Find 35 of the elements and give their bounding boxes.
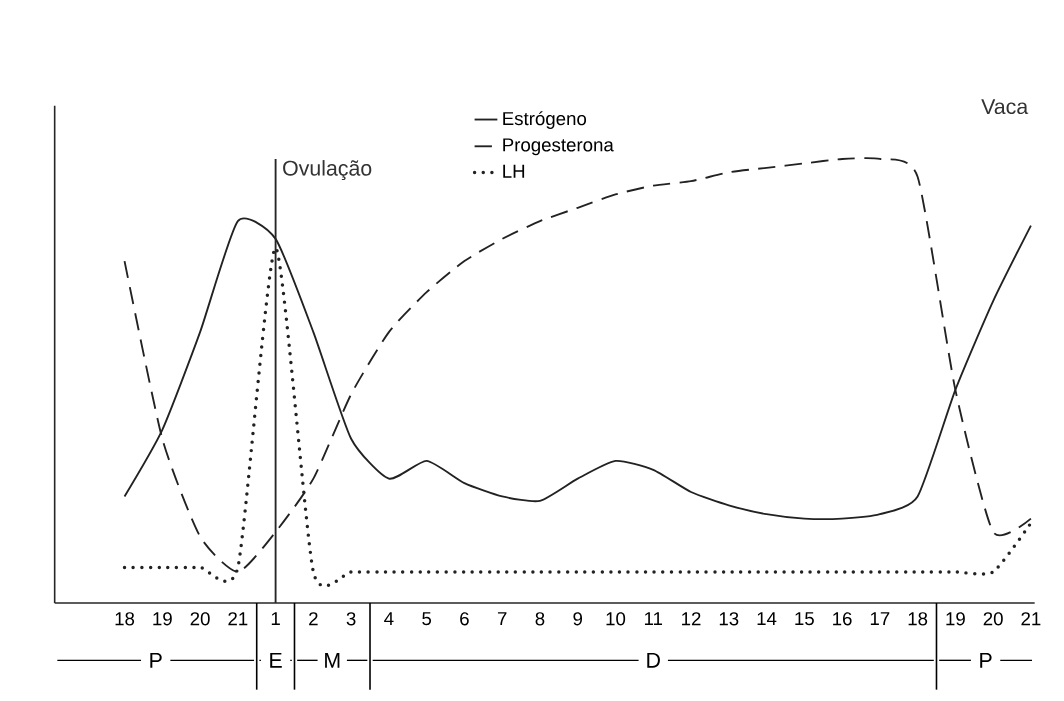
x-tick-label: 19 [153, 612, 172, 626]
x-tick-label: 18 [115, 612, 135, 626]
x-tick-label: 10 [606, 612, 626, 626]
x-tick-label: 14 [757, 612, 777, 625]
x-tick-label: 4 [384, 612, 394, 625]
text: D [647, 652, 660, 668]
x-tick-label: 9 [573, 612, 583, 626]
legend-label: Progesterona [503, 138, 614, 156]
x-tick-label: 3 [346, 612, 356, 626]
x-tick-label: 20 [190, 612, 210, 626]
x-tick-label: 21 [1021, 612, 1041, 626]
x-tick-label: 2 [309, 612, 318, 626]
text: M [325, 652, 340, 668]
x-tick-label: 1 [271, 612, 280, 625]
x-tick-label: 11 [644, 612, 663, 625]
x-tick-label: 5 [422, 612, 432, 626]
x-tick-label: 16 [833, 612, 852, 626]
x-tick-label: 20 [983, 612, 1003, 626]
ref-line-label: Ovulação [283, 160, 372, 181]
text: E [270, 652, 282, 668]
x-tick-label: 12 [682, 612, 701, 626]
x-tick-label: 13 [719, 612, 739, 626]
x-tick-label: 17 [870, 612, 890, 625]
legend-label: Estrógeno [503, 111, 587, 129]
text: P [150, 652, 162, 668]
legend-label: LH [503, 164, 525, 178]
x-tick-label: 19 [946, 612, 965, 626]
x-tick-label: 7 [497, 612, 507, 625]
text: P [980, 652, 992, 668]
x-tick-label: 15 [795, 612, 814, 626]
x-tick-label: 18 [908, 612, 928, 626]
x-tick-label: 21 [228, 612, 248, 626]
x-tick-label: 6 [460, 612, 469, 626]
text: Vaca [981, 99, 1029, 115]
x-tick-label: 8 [535, 612, 545, 626]
